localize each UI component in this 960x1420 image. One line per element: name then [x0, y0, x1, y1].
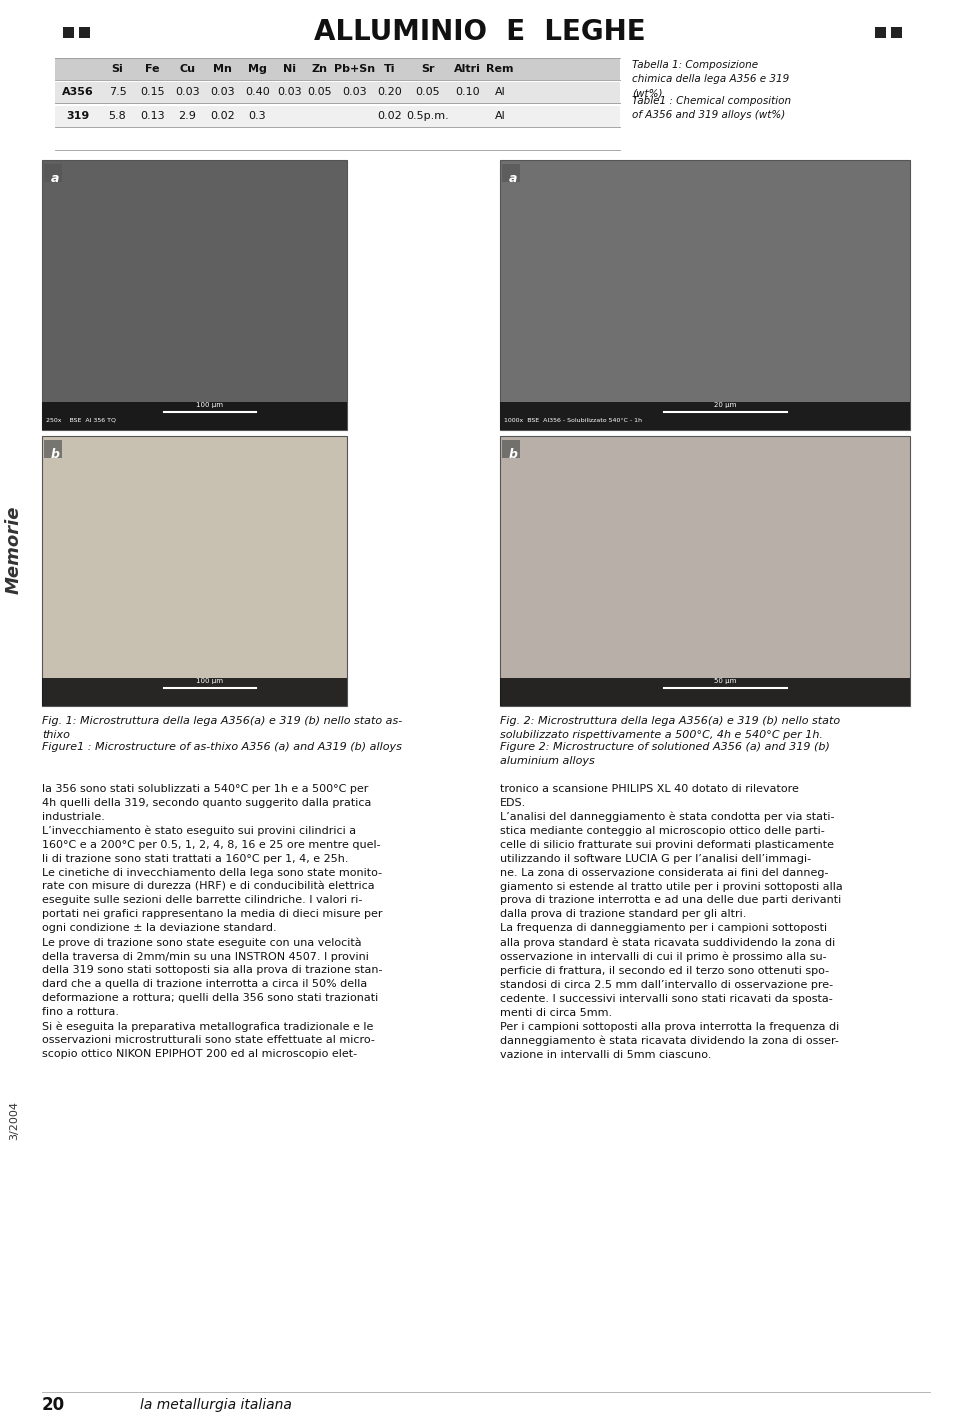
Text: 3/2004: 3/2004 — [9, 1100, 19, 1139]
Text: 20 μm: 20 μm — [714, 402, 736, 408]
Text: 250x    BSE  Al 356 TQ: 250x BSE Al 356 TQ — [46, 417, 116, 423]
Text: b: b — [51, 447, 60, 460]
Bar — [500, 436, 910, 706]
Bar — [502, 163, 520, 182]
Bar — [55, 58, 620, 80]
Text: 20: 20 — [42, 1396, 65, 1414]
Text: Figure 2: Microstructure of solutioned A356 (a) and 319 (b)
aluminium alloys: Figure 2: Microstructure of solutioned A… — [500, 743, 829, 765]
Text: 0.13: 0.13 — [140, 111, 165, 121]
Bar — [502, 440, 520, 459]
Bar — [875, 27, 886, 37]
Text: 0.02: 0.02 — [210, 111, 235, 121]
Text: 2.9: 2.9 — [179, 111, 197, 121]
Text: 0.03: 0.03 — [210, 87, 235, 97]
Text: Si: Si — [111, 64, 124, 74]
Bar — [42, 402, 347, 430]
Text: Fig. 2: Microstruttura della lega A356(a) e 319 (b) nello stato
solubilizzato ri: Fig. 2: Microstruttura della lega A356(a… — [500, 716, 840, 740]
Bar — [42, 160, 347, 430]
Text: ALLUMINIO  E  LEGHE: ALLUMINIO E LEGHE — [314, 18, 646, 45]
Text: 0.03: 0.03 — [343, 87, 368, 97]
Text: a: a — [509, 172, 517, 185]
Text: Table1 : Chemical composition
of A356 and 319 alloys (wt%): Table1 : Chemical composition of A356 an… — [632, 97, 791, 121]
Text: 0.15: 0.15 — [140, 87, 165, 97]
Text: Ni: Ni — [283, 64, 297, 74]
Bar — [44, 440, 62, 459]
Text: Sr: Sr — [420, 64, 434, 74]
Text: 50 μm: 50 μm — [714, 677, 736, 684]
Bar — [42, 677, 347, 706]
Bar — [42, 436, 347, 706]
Text: 100 μm: 100 μm — [196, 677, 224, 684]
Text: a: a — [51, 172, 60, 185]
Bar — [891, 27, 902, 37]
Text: 5.8: 5.8 — [108, 111, 127, 121]
Text: Memorie: Memorie — [5, 506, 23, 594]
Bar — [63, 27, 74, 37]
Text: 0.03: 0.03 — [175, 87, 200, 97]
Bar — [500, 402, 910, 430]
Bar — [500, 160, 910, 430]
Text: 100 μm: 100 μm — [196, 402, 224, 408]
Text: 0.20: 0.20 — [377, 87, 402, 97]
Text: Figure1 : Microstructure of as-thixo A356 (a) and A319 (b) alloys: Figure1 : Microstructure of as-thixo A35… — [42, 743, 402, 753]
Text: b: b — [509, 447, 518, 460]
Text: tronico a scansione PHILIPS XL 40 dotato di rilevatore
EDS.
L’analisi del danneg: tronico a scansione PHILIPS XL 40 dotato… — [500, 784, 843, 1059]
Text: Cu: Cu — [180, 64, 196, 74]
Bar — [55, 82, 620, 104]
Text: Rem: Rem — [487, 64, 514, 74]
Text: 0.5p.m.: 0.5p.m. — [406, 111, 449, 121]
Bar — [79, 27, 90, 37]
Text: Fig. 1: Microstruttura della lega A356(a) e 319 (b) nello stato as-
thixo: Fig. 1: Microstruttura della lega A356(a… — [42, 716, 402, 740]
Text: 0.02: 0.02 — [377, 111, 402, 121]
Text: Ti: Ti — [384, 64, 396, 74]
Text: Mg: Mg — [248, 64, 267, 74]
Text: la 356 sono stati solublizzati a 540°C per 1h e a 500°C per
4h quelli della 319,: la 356 sono stati solublizzati a 540°C p… — [42, 784, 382, 1059]
Text: Altri: Altri — [454, 64, 481, 74]
Text: Fe: Fe — [145, 64, 159, 74]
Text: Pb+Sn: Pb+Sn — [334, 64, 375, 74]
Bar — [55, 106, 620, 128]
Text: 0.3: 0.3 — [249, 111, 266, 121]
Text: 0.03: 0.03 — [277, 87, 302, 97]
Text: A356: A356 — [61, 87, 93, 97]
Text: 0.05: 0.05 — [415, 87, 440, 97]
Text: 1000x  BSE  Al356 - Solubilizzato 540°C - 1h: 1000x BSE Al356 - Solubilizzato 540°C - … — [504, 417, 642, 423]
Text: Al: Al — [494, 87, 505, 97]
Text: 0.10: 0.10 — [455, 87, 480, 97]
Text: 0.05: 0.05 — [308, 87, 332, 97]
Text: Al: Al — [494, 111, 505, 121]
Text: la metallurgia italiana: la metallurgia italiana — [140, 1399, 292, 1411]
Text: Zn: Zn — [312, 64, 328, 74]
Text: Mn: Mn — [213, 64, 232, 74]
Text: Tabella 1: Composizione
chimica della lega A356 e 319
(wt%): Tabella 1: Composizione chimica della le… — [632, 60, 789, 98]
Text: 319: 319 — [66, 111, 89, 121]
Bar — [500, 677, 910, 706]
Bar — [44, 163, 62, 182]
Text: 0.40: 0.40 — [245, 87, 270, 97]
Text: 7.5: 7.5 — [108, 87, 127, 97]
